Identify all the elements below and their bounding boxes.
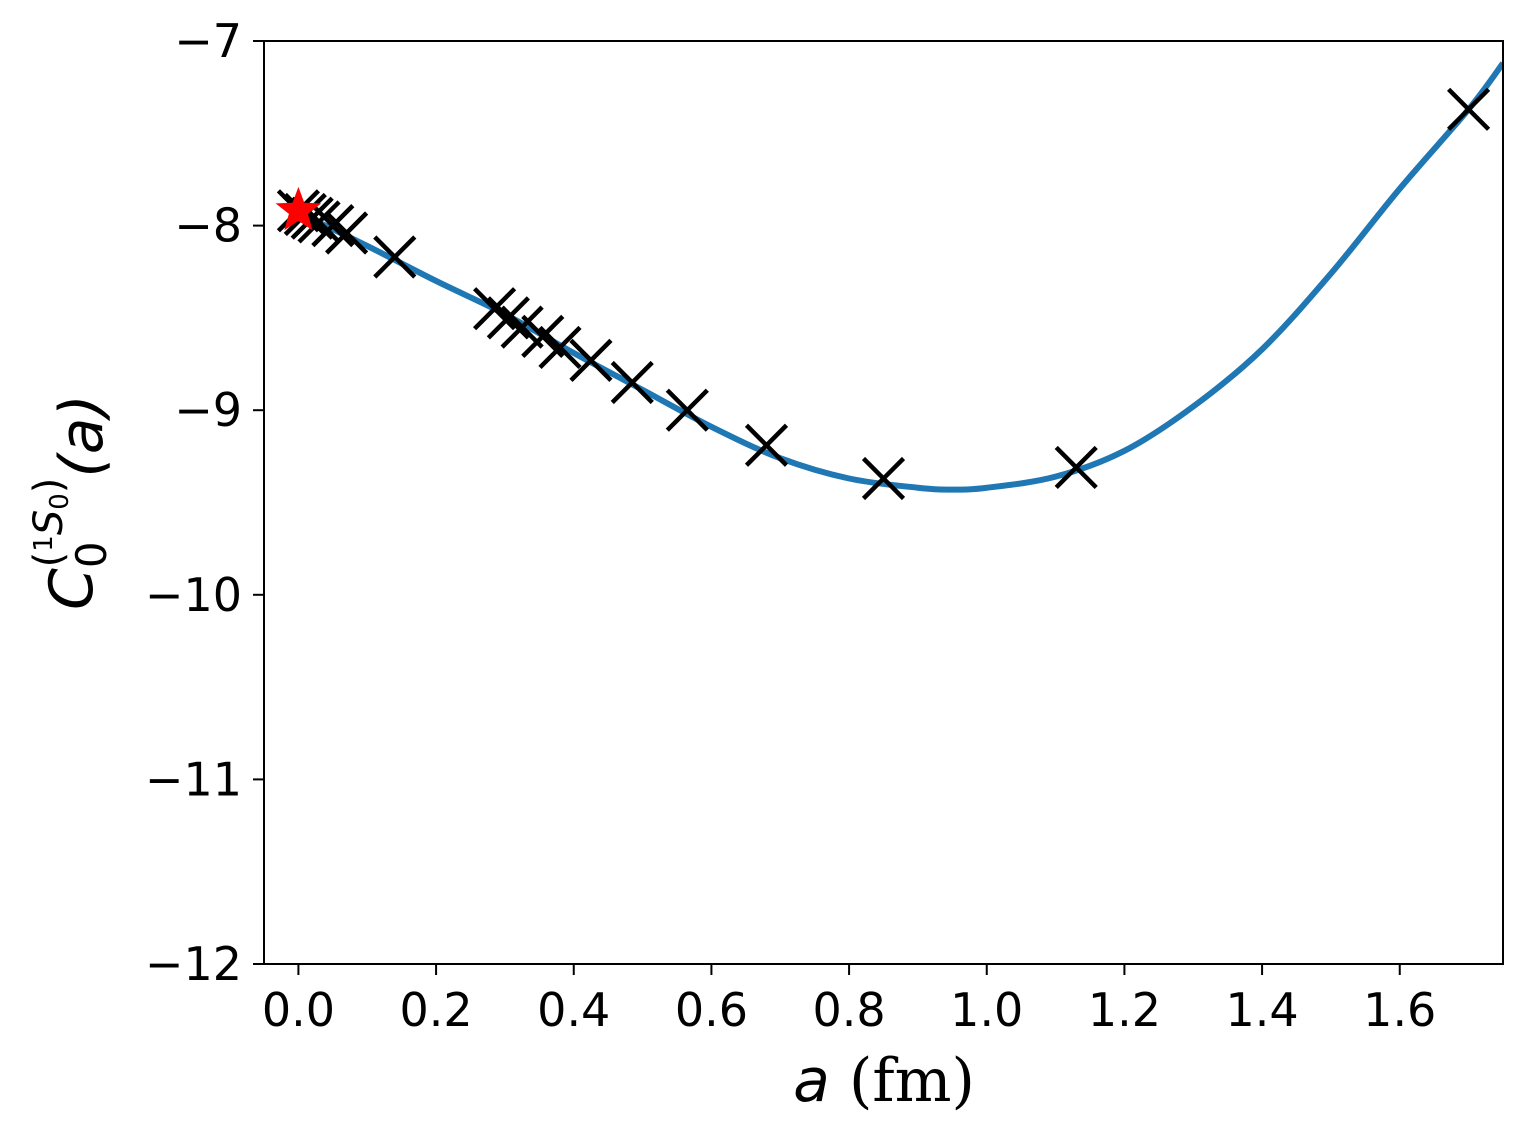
- y-tick-label: −12: [145, 937, 242, 991]
- y-axis-label-sup-open: (: [26, 552, 72, 568]
- data-point-x-marker: [1054, 445, 1098, 490]
- x-axis-label: a (fm): [793, 1046, 975, 1116]
- x-tick-label: 1.0: [950, 983, 1023, 1037]
- data-point-x-marker: [538, 325, 582, 370]
- x-tick-label: 1.4: [1226, 983, 1299, 1037]
- x-axis: 0.0 0.2 0.4 0.6 0.8 1.0 1.2 1.4 1.6: [262, 964, 1436, 1037]
- data-point-x-marker: [1446, 87, 1491, 131]
- y-tick-label: −11: [145, 752, 242, 806]
- data-point-x-marker: [569, 338, 613, 382]
- y-axis-label-base: C: [37, 568, 107, 610]
- y-axis-label-sup-sym: S: [26, 510, 72, 535]
- y-axis-label-sup-close: ): [26, 478, 72, 494]
- data-point-x-marker: [473, 287, 517, 331]
- y-axis-label: C0(1S0)(a): [26, 394, 117, 610]
- axes-frame: [263, 40, 1504, 965]
- data-point-x-marker: [311, 204, 355, 248]
- y-axis-label-sup-num: 1: [29, 535, 59, 552]
- y-tick-label: −7: [174, 14, 242, 68]
- data-point-x-marker: [861, 456, 906, 501]
- data-point-x-marker: [665, 388, 709, 432]
- y-axis-label-arg: (a): [47, 394, 117, 478]
- x-tick-label: 0.2: [400, 983, 473, 1037]
- x-axis-label-var: a: [793, 1046, 830, 1116]
- y-tick-label: −8: [174, 199, 242, 253]
- x-tick-label: 0.4: [537, 983, 610, 1037]
- y-axis-label-sub: 0: [67, 541, 116, 568]
- data-point-x-marker: [486, 296, 530, 340]
- x-tick-label: 0.8: [813, 983, 886, 1037]
- x-tick-label: 0.0: [262, 983, 335, 1037]
- svg-text:C0(1S0)(a): C0(1S0)(a): [26, 394, 117, 610]
- x-axis-label-unit: (fm): [830, 1046, 975, 1116]
- star-marker: [275, 186, 322, 231]
- data-point-x-marker: [744, 423, 789, 467]
- x-tick-label: 1.2: [1088, 983, 1161, 1037]
- data-point-x-marker: [610, 360, 654, 405]
- plot-area: [275, 61, 1503, 501]
- y-axis: −7 −8 −9 −10 −11 −12: [145, 14, 264, 991]
- data-point-x-marker: [325, 211, 369, 255]
- y-tick-label: −10: [145, 568, 242, 622]
- data-point-x-marker: [500, 305, 544, 349]
- y-axis-label-sup-sub: 0: [45, 493, 75, 510]
- x-tick-label: 0.6: [675, 983, 748, 1037]
- x-tick-label: 1.6: [1363, 983, 1436, 1037]
- y-tick-label: −9: [174, 383, 242, 437]
- data-point-x-marker: [373, 235, 417, 279]
